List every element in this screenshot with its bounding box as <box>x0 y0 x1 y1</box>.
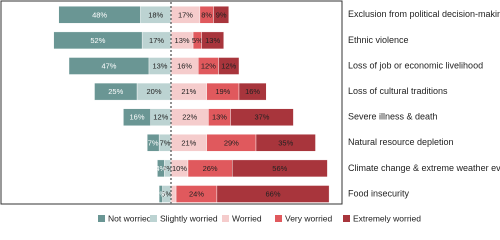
legend-label: Slightly worried <box>160 213 218 223</box>
value-label: 19% <box>215 87 230 96</box>
value-label: 16% <box>177 61 192 70</box>
value-label: 13% <box>175 36 190 45</box>
bar-segment <box>201 31 224 50</box>
category-label: Exclusion from political decision-making <box>348 9 500 19</box>
value-label: 21% <box>181 138 196 147</box>
legend-swatch <box>98 215 105 222</box>
value-label: 9% <box>216 10 227 19</box>
value-label: 12% <box>153 113 168 122</box>
bar-segment <box>213 6 230 24</box>
value-label: 7% <box>148 138 159 147</box>
value-label: 5% <box>192 36 203 45</box>
value-label: 17% <box>178 10 193 19</box>
value-label: 5% <box>161 189 172 198</box>
bar-segment <box>218 57 240 75</box>
chart: Exclusion from political decision-making… <box>0 0 500 223</box>
value-label: 18% <box>148 10 163 19</box>
value-label: 12% <box>201 61 216 70</box>
value-label: 13% <box>212 113 227 122</box>
bar-segment <box>157 159 165 178</box>
value-label: 56% <box>272 164 287 173</box>
value-label: 2% <box>155 189 166 198</box>
value-label: 47% <box>101 61 116 70</box>
bar-segment <box>230 108 294 126</box>
category-label: Loss of cultural traditions <box>348 86 448 96</box>
value-label: 8% <box>201 10 212 19</box>
legend-label: Not worried <box>108 213 152 223</box>
legend-swatch <box>150 215 157 222</box>
bar-segment <box>255 134 316 152</box>
value-label: 16% <box>129 113 144 122</box>
bar-segment <box>68 57 150 75</box>
value-label: 26% <box>203 164 218 173</box>
bar-segment <box>216 185 330 203</box>
value-label: 13% <box>152 61 167 70</box>
legend-label: Extremely worried <box>353 213 421 223</box>
value-label: 4% <box>162 164 173 173</box>
value-label: 66% <box>265 189 280 198</box>
value-label: 13% <box>205 36 220 45</box>
category-label: Food insecurity <box>348 188 410 198</box>
value-label: 20% <box>146 87 161 96</box>
bar-segment <box>94 82 138 101</box>
legend-swatch <box>275 215 282 222</box>
category-label: Ethnic violence <box>348 35 409 45</box>
category-label: Severe illness & death <box>348 112 438 122</box>
value-label: 7% <box>160 138 171 147</box>
value-label: 22% <box>182 113 197 122</box>
bar-segment <box>158 185 163 203</box>
value-label: 48% <box>92 10 107 19</box>
bar-segment <box>146 134 160 152</box>
value-label: 16% <box>245 87 260 96</box>
category-label: Natural resource depletion <box>348 137 454 147</box>
bar-segment <box>53 31 143 50</box>
bar-segment <box>58 6 141 24</box>
value-label: 25% <box>108 87 123 96</box>
value-label: 12% <box>221 61 236 70</box>
legend-swatch <box>222 215 229 222</box>
value-label: 37% <box>254 113 269 122</box>
category-label: Loss of job or economic livelihood <box>348 60 483 70</box>
value-label: 17% <box>149 36 164 45</box>
value-label: 35% <box>278 138 293 147</box>
value-label: 24% <box>189 189 204 198</box>
value-label: 29% <box>224 138 239 147</box>
legend-label: Worried <box>232 213 262 223</box>
legend-swatch <box>343 215 350 222</box>
value-label: 52% <box>90 36 105 45</box>
value-label: 21% <box>181 87 196 96</box>
category-label: Climate change & extreme weather events <box>348 163 500 173</box>
bar-segment <box>123 108 151 126</box>
value-label: 10% <box>172 164 187 173</box>
bar-segment <box>231 159 328 178</box>
bar-segment <box>238 82 267 101</box>
value-label: 4% <box>155 164 166 173</box>
legend-label: Very worried <box>285 213 333 223</box>
